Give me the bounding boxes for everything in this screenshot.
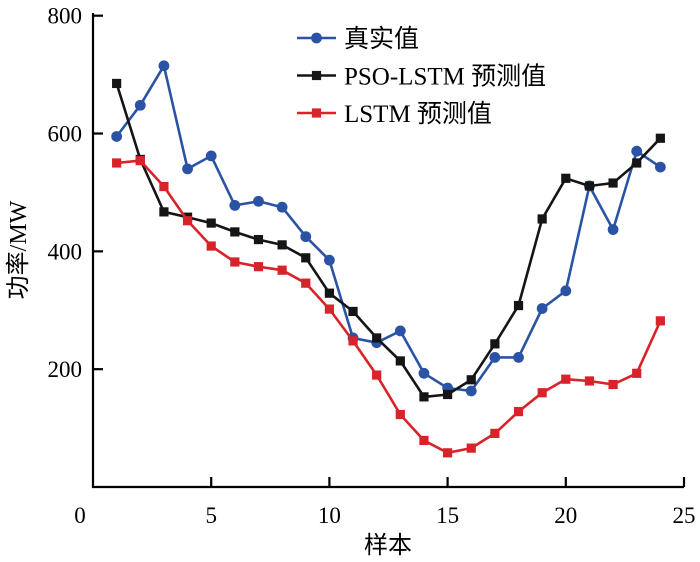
legend: 真实值 PSO-LSTM 预测值 LSTM 预测值	[297, 25, 546, 128]
actual-values-marker	[489, 351, 501, 363]
lstm-prediction-marker	[348, 336, 358, 346]
pso-lstm-prediction-marker	[324, 288, 334, 298]
legend-label: 真实值	[344, 25, 419, 53]
pso-lstm-prediction-marker	[443, 389, 453, 400]
legend-marker-actual-values	[311, 32, 322, 44]
lstm-prediction-marker	[112, 158, 122, 168]
actual-values-marker	[300, 231, 312, 243]
lstm-prediction-marker	[372, 370, 382, 380]
legend-item-lstm-prediction: LSTM 预测值	[297, 100, 492, 128]
lstm-prediction-marker	[419, 435, 429, 446]
pso-lstm-prediction-marker	[277, 240, 287, 250]
lstm-prediction-marker	[253, 262, 264, 272]
lstm-prediction-marker	[159, 181, 169, 192]
lstm-prediction-marker	[206, 241, 216, 251]
actual-values-marker	[513, 351, 524, 363]
pso-lstm-prediction-marker	[348, 306, 358, 317]
lstm-prediction-marker	[655, 316, 665, 326]
series-line-pso-lstm-prediction	[115, 83, 662, 399]
actual-values-marker	[560, 285, 572, 297]
actual-values-marker	[134, 99, 146, 111]
pso-lstm-prediction-marker	[490, 339, 500, 349]
axis-ticks	[93, 14, 686, 487]
pso-lstm-prediction-marker	[372, 333, 382, 343]
actual-values-marker	[465, 385, 477, 397]
pso-lstm-prediction-marker	[608, 178, 618, 188]
x-tick-label-20: 20	[554, 503, 577, 528]
actual-values-marker	[607, 224, 619, 235]
lstm-prediction-marker	[584, 376, 595, 386]
axes	[91, 13, 684, 489]
legend-marker-pso-lstm-prediction	[311, 70, 322, 81]
lstm-prediction-marker	[324, 304, 334, 314]
actual-values-marker	[324, 254, 335, 266]
lstm-prediction-marker	[301, 278, 311, 288]
legend-item-pso-lstm-prediction: PSO-LSTM 预测值	[297, 63, 546, 91]
lstm-prediction-marker	[513, 406, 524, 417]
lstm-prediction-marker	[561, 374, 571, 384]
actual-values-marker	[111, 131, 123, 142]
pso-lstm-prediction-marker	[301, 253, 311, 263]
lstm-prediction-marker	[490, 428, 500, 438]
actual-values-marker	[631, 145, 643, 157]
lstm-prediction-marker	[537, 388, 547, 398]
legend-marker-lstm-prediction	[311, 108, 322, 118]
series-line-lstm-prediction	[116, 159, 662, 455]
actual-values-marker	[205, 150, 217, 162]
actual-values-marker	[418, 367, 430, 379]
lstm-prediction-marker	[608, 379, 618, 390]
lstm-prediction-marker	[230, 257, 240, 267]
pso-lstm-prediction-marker	[584, 181, 595, 191]
actual-values-marker	[276, 201, 288, 213]
y-tick-label-600: 600	[48, 122, 83, 147]
legend-label: PSO-LSTM 预测值	[344, 63, 546, 91]
actual-values-marker	[229, 199, 241, 211]
pso-lstm-prediction-marker	[395, 356, 405, 366]
x-axis-label: 样本	[364, 532, 412, 559]
series-lstm-prediction	[112, 156, 665, 458]
lstm-prediction-marker	[443, 448, 453, 458]
actual-values-marker	[253, 195, 264, 207]
pso-lstm-prediction-marker	[655, 133, 665, 143]
legend-item-actual-values: 真实值	[297, 25, 419, 53]
x-tick-label-10: 10	[318, 503, 341, 528]
pso-lstm-prediction-marker	[466, 375, 476, 385]
actual-values-marker	[158, 60, 170, 72]
lstm-prediction-marker	[395, 409, 405, 420]
x-tick-label-0: 0	[74, 503, 86, 528]
x-tick-label-25: 25	[673, 503, 696, 528]
legend-label: LSTM 预测值	[344, 100, 492, 128]
pso-lstm-prediction-marker	[206, 218, 216, 228]
lstm-prediction-marker	[182, 216, 193, 226]
y-axis-label: 功率/MW	[5, 200, 32, 299]
y-tick-label-800: 800	[48, 4, 83, 29]
pso-lstm-prediction-marker	[537, 214, 547, 224]
pso-lstm-prediction-marker	[230, 227, 240, 237]
actual-values-marker	[394, 325, 406, 337]
data-series	[111, 60, 666, 458]
x-tick-label-15: 15	[436, 503, 459, 528]
lstm-prediction-marker	[135, 156, 145, 166]
pso-lstm-prediction-marker	[632, 158, 642, 168]
lstm-prediction-marker	[632, 368, 642, 378]
pso-lstm-prediction-marker	[159, 207, 169, 217]
actual-values-marker	[536, 303, 548, 314]
y-tick-label-400: 400	[48, 239, 83, 264]
lstm-prediction-marker	[466, 443, 476, 453]
lstm-prediction-marker	[277, 265, 287, 275]
axis-tick-labels: 200 400 600 800 0 5 10 15 20 25	[48, 4, 696, 528]
pso-lstm-prediction-marker	[112, 78, 122, 89]
x-tick-label-5: 5	[205, 503, 217, 528]
pso-lstm-prediction-marker	[419, 392, 429, 402]
series-actual-values	[111, 60, 666, 397]
actual-values-marker	[182, 163, 193, 175]
actual-values-marker	[654, 161, 666, 173]
y-tick-label-200: 200	[48, 357, 83, 382]
pso-lstm-prediction-marker	[513, 300, 524, 311]
pso-lstm-prediction-marker	[253, 234, 264, 245]
pso-lstm-prediction-marker	[561, 173, 571, 183]
